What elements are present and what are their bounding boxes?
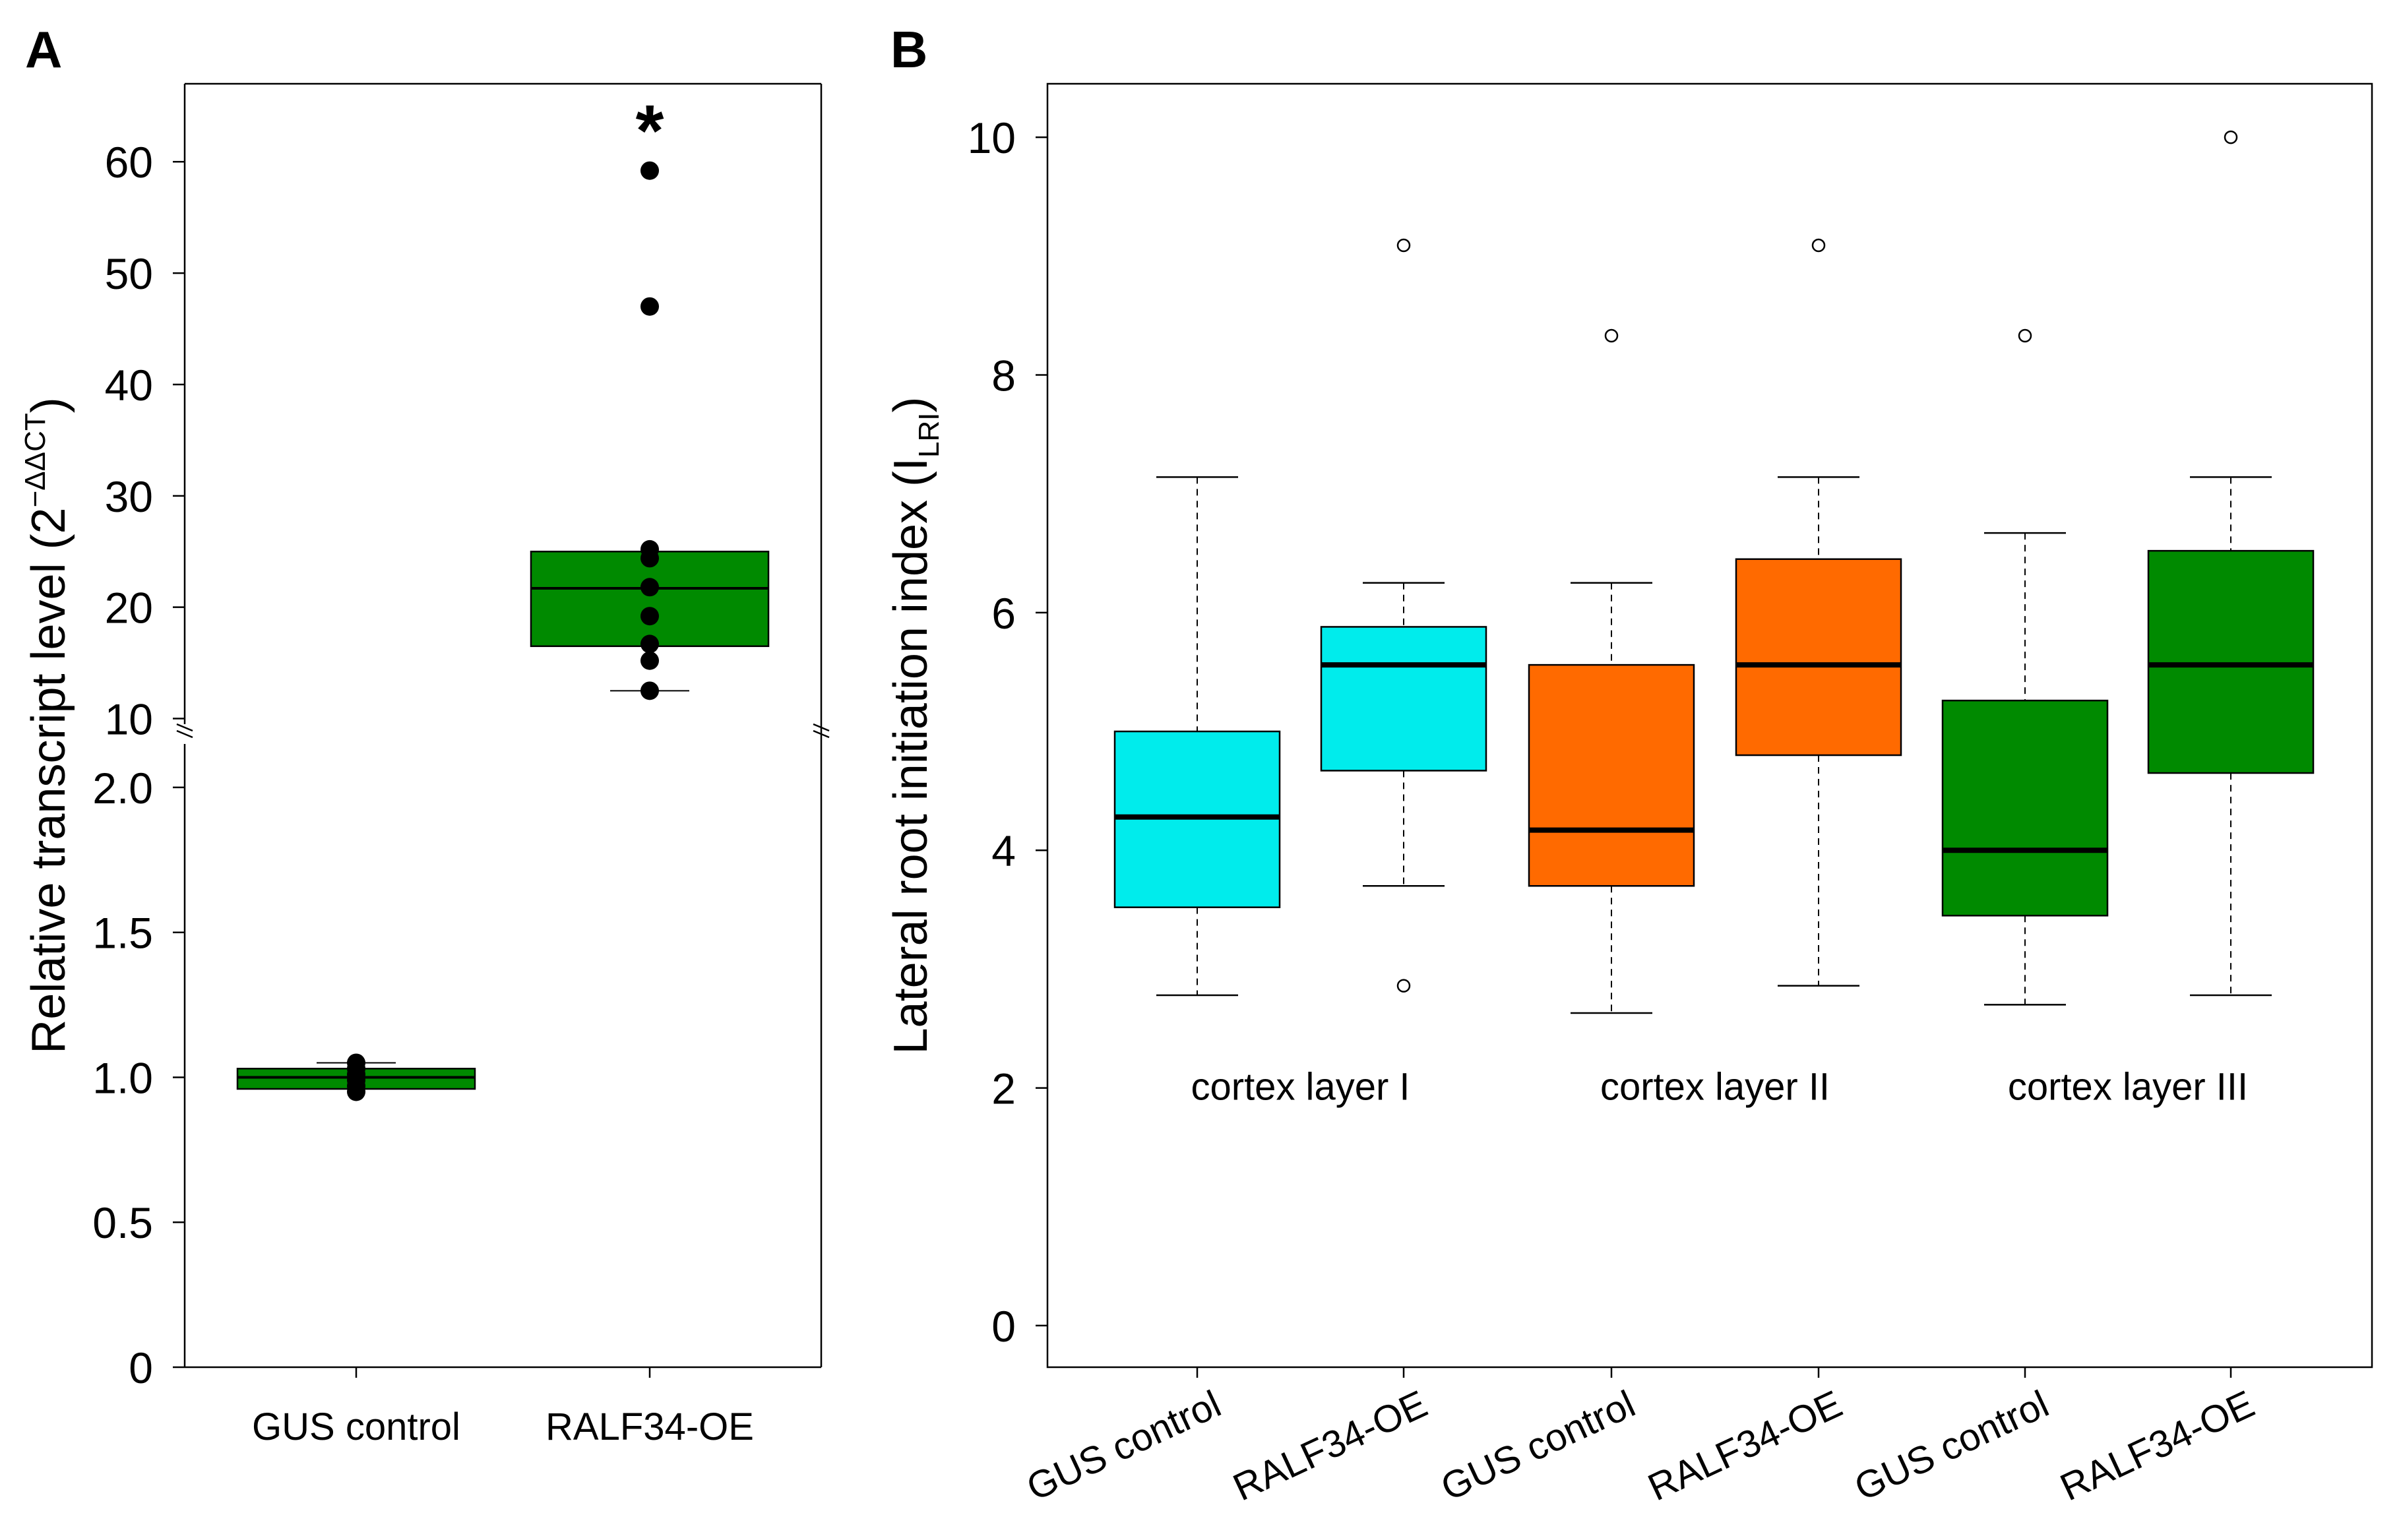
box-1 bbox=[1113, 476, 1281, 997]
y-tick-label: 50 bbox=[105, 249, 153, 298]
box-ralf34-oe bbox=[530, 161, 770, 700]
y-tick-label: 1.0 bbox=[92, 1053, 153, 1102]
x-tick-label: GUS control bbox=[1435, 1382, 1642, 1509]
box-gus-control bbox=[236, 1053, 476, 1101]
panel-a-boxes: * bbox=[236, 90, 770, 1101]
y-tick-label: 0 bbox=[129, 1343, 153, 1392]
axis-break-mark-left-2 bbox=[176, 723, 193, 732]
axis-break-mark-right-2 bbox=[813, 723, 830, 732]
y-tick-label: 10 bbox=[968, 113, 1016, 162]
axis-break-mark-right bbox=[813, 729, 830, 739]
y-tick-label: 40 bbox=[105, 361, 153, 410]
data-point bbox=[640, 651, 659, 670]
outlier-point bbox=[2018, 328, 2032, 343]
group-label: cortex layer I bbox=[1191, 1066, 1410, 1109]
box-4 bbox=[1735, 238, 1902, 987]
y-tick-label: 10 bbox=[105, 695, 153, 744]
data-point bbox=[640, 161, 659, 180]
x-tick-label: GUS control bbox=[252, 1405, 460, 1448]
box-iqr bbox=[1320, 626, 1487, 772]
y-tick-label: 4 bbox=[991, 826, 1016, 875]
y-tick-label: 8 bbox=[991, 351, 1016, 400]
x-tick-label: GUS control bbox=[1848, 1382, 2055, 1509]
outlier-point bbox=[1811, 238, 1826, 253]
x-tick-label: RALF34-OE bbox=[2054, 1382, 2261, 1509]
panel-a-letter: A bbox=[25, 20, 62, 78]
y-tick-label: 60 bbox=[105, 138, 153, 187]
panel-b-frame bbox=[1046, 82, 2373, 1369]
panel-b-x-axis: GUS control RALF34-OE GUS control RALF34-OE… bbox=[1020, 1367, 2261, 1509]
y-tick-label: 1.5 bbox=[92, 909, 153, 958]
axis-break-mark-left bbox=[176, 729, 193, 739]
x-tick-label: RALF34-OE bbox=[1227, 1382, 1434, 1509]
outlier-point bbox=[1396, 979, 1411, 993]
y-tick-label: 2.0 bbox=[92, 764, 153, 813]
data-point bbox=[640, 578, 659, 597]
x-tick-label: RALF34-OE bbox=[546, 1405, 754, 1448]
significance-marker: * bbox=[636, 90, 664, 171]
box-iqr bbox=[1941, 699, 2109, 917]
data-point bbox=[640, 297, 659, 316]
y-tick-label: 0 bbox=[991, 1302, 1016, 1351]
box-iqr bbox=[1735, 558, 1902, 756]
group-label: cortex layer II bbox=[1600, 1066, 1830, 1109]
panel-b-boxes bbox=[1113, 130, 2315, 1014]
panel-a-x-axis: GUS control RALF34-OE bbox=[252, 1367, 754, 1448]
data-point bbox=[640, 539, 659, 559]
panel-a-y-ticks: 0 0.5 1.0 1.5 2.0 10 20 30 40 50 60 bbox=[92, 138, 185, 1392]
box-3 bbox=[1528, 328, 1695, 1014]
y-tick-label: 6 bbox=[991, 589, 1016, 638]
y-tick-label: 2 bbox=[991, 1064, 1016, 1113]
data-point bbox=[640, 607, 659, 626]
y-tick-label: 30 bbox=[105, 472, 153, 521]
x-tick-label: GUS control bbox=[1020, 1382, 1228, 1509]
data-point bbox=[347, 1053, 365, 1072]
panel-a: A Relative transcript level (2−ΔΔCT) 0 0.… bbox=[19, 20, 830, 1448]
panel-a-y-axis-label: Relative transcript level (2−ΔΔCT) bbox=[19, 397, 75, 1053]
outlier-point bbox=[1396, 238, 1411, 253]
x-tick-label: RALF34-OE bbox=[1642, 1382, 1849, 1509]
box-2 bbox=[1320, 238, 1487, 993]
data-point bbox=[640, 681, 659, 700]
outlier-point bbox=[2224, 130, 2238, 144]
panel-b: B Lateral root initiation index (ILRI) 0… bbox=[885, 20, 2373, 1509]
panel-b-group-labels: cortex layer I cortex layer II cortex laye… bbox=[1191, 1066, 2249, 1109]
panel-b-y-axis-label: Lateral root initiation index (ILRI) bbox=[885, 397, 945, 1055]
box-iqr bbox=[2147, 549, 2315, 774]
outlier-point bbox=[1604, 328, 1619, 343]
panel-b-letter: B bbox=[890, 20, 927, 78]
box-6 bbox=[2147, 130, 2315, 997]
panel-b-y-ticks: 0 2 4 6 8 10 bbox=[968, 113, 1047, 1351]
data-point bbox=[640, 634, 659, 654]
y-tick-label: 0.5 bbox=[92, 1198, 153, 1247]
y-tick-label: 20 bbox=[105, 584, 153, 632]
group-label: cortex layer III bbox=[2008, 1066, 2248, 1109]
box-iqr bbox=[1528, 663, 1695, 887]
box-5 bbox=[1941, 328, 2109, 1006]
